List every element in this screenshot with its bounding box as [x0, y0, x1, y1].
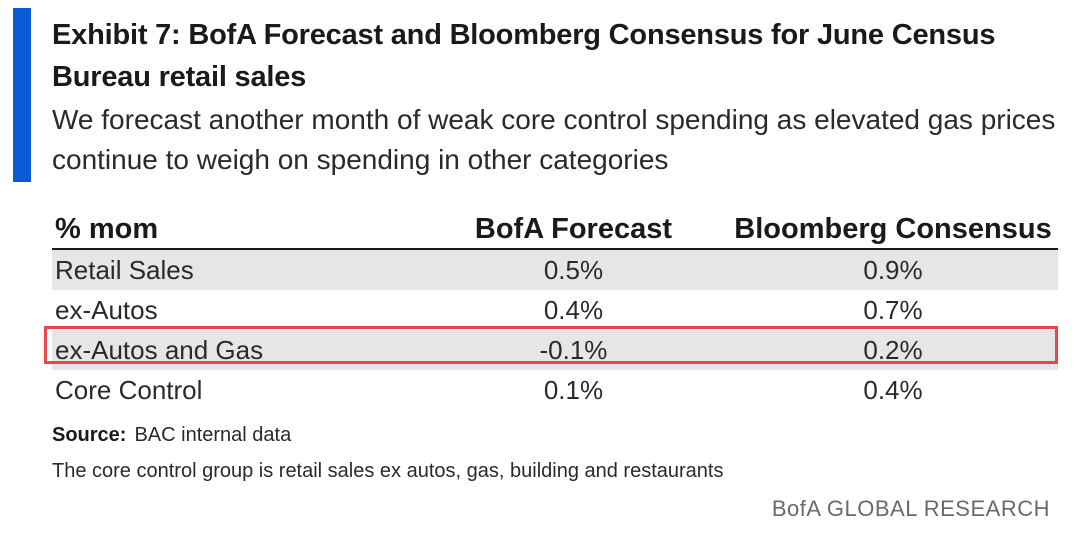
highlight-box — [44, 326, 1058, 364]
bofa-value: 0.5% — [543, 254, 604, 285]
exhibit-title: Exhibit 7: BofA Forecast and Bloomberg C… — [52, 19, 996, 93]
row-label: Core Control — [55, 374, 203, 405]
table-header-row: % mom BofA Forecast Bloomberg Consensus — [52, 206, 1058, 250]
bloomberg-value: 0.2% — [863, 334, 923, 365]
header-bloomberg-consensus: Bloomberg Consensus — [734, 213, 1052, 245]
bofa-value: -0.1% — [539, 334, 608, 365]
bloomberg-value: 0.4% — [863, 374, 923, 405]
bloomberg-value: 0.9% — [863, 254, 923, 285]
header-unit: % mom — [55, 213, 159, 245]
header-bofa-forecast: BofA Forecast — [474, 213, 672, 245]
footnote: The core control group is retail sales e… — [52, 460, 724, 482]
table-row: Core Control 0.1% 0.4% — [52, 370, 1058, 410]
source-label: Source: — [52, 424, 127, 446]
bofa-value: 0.4% — [543, 294, 604, 325]
forecast-table: % mom BofA Forecast Bloomberg Consensus … — [52, 206, 1058, 410]
table-row: Retail Sales 0.5% 0.9% — [52, 250, 1058, 290]
row-label: Retail Sales — [55, 254, 194, 285]
source-text: BAC internal data — [134, 424, 292, 446]
row-label: ex-Autos and Gas — [55, 334, 264, 365]
accent-bar — [13, 8, 31, 182]
row-label: ex-Autos — [55, 294, 158, 325]
bloomberg-value: 0.7% — [863, 294, 923, 325]
exhibit-subtitle: We forecast another month of weak core c… — [52, 104, 1056, 175]
bofa-value: 0.1% — [543, 374, 604, 405]
brand-label: BofA GLOBAL RESEARCH — [771, 496, 1050, 521]
source-line: Source: BAC internal data — [52, 424, 291, 447]
table-row: ex-Autos 0.4% 0.7% — [52, 290, 1058, 330]
